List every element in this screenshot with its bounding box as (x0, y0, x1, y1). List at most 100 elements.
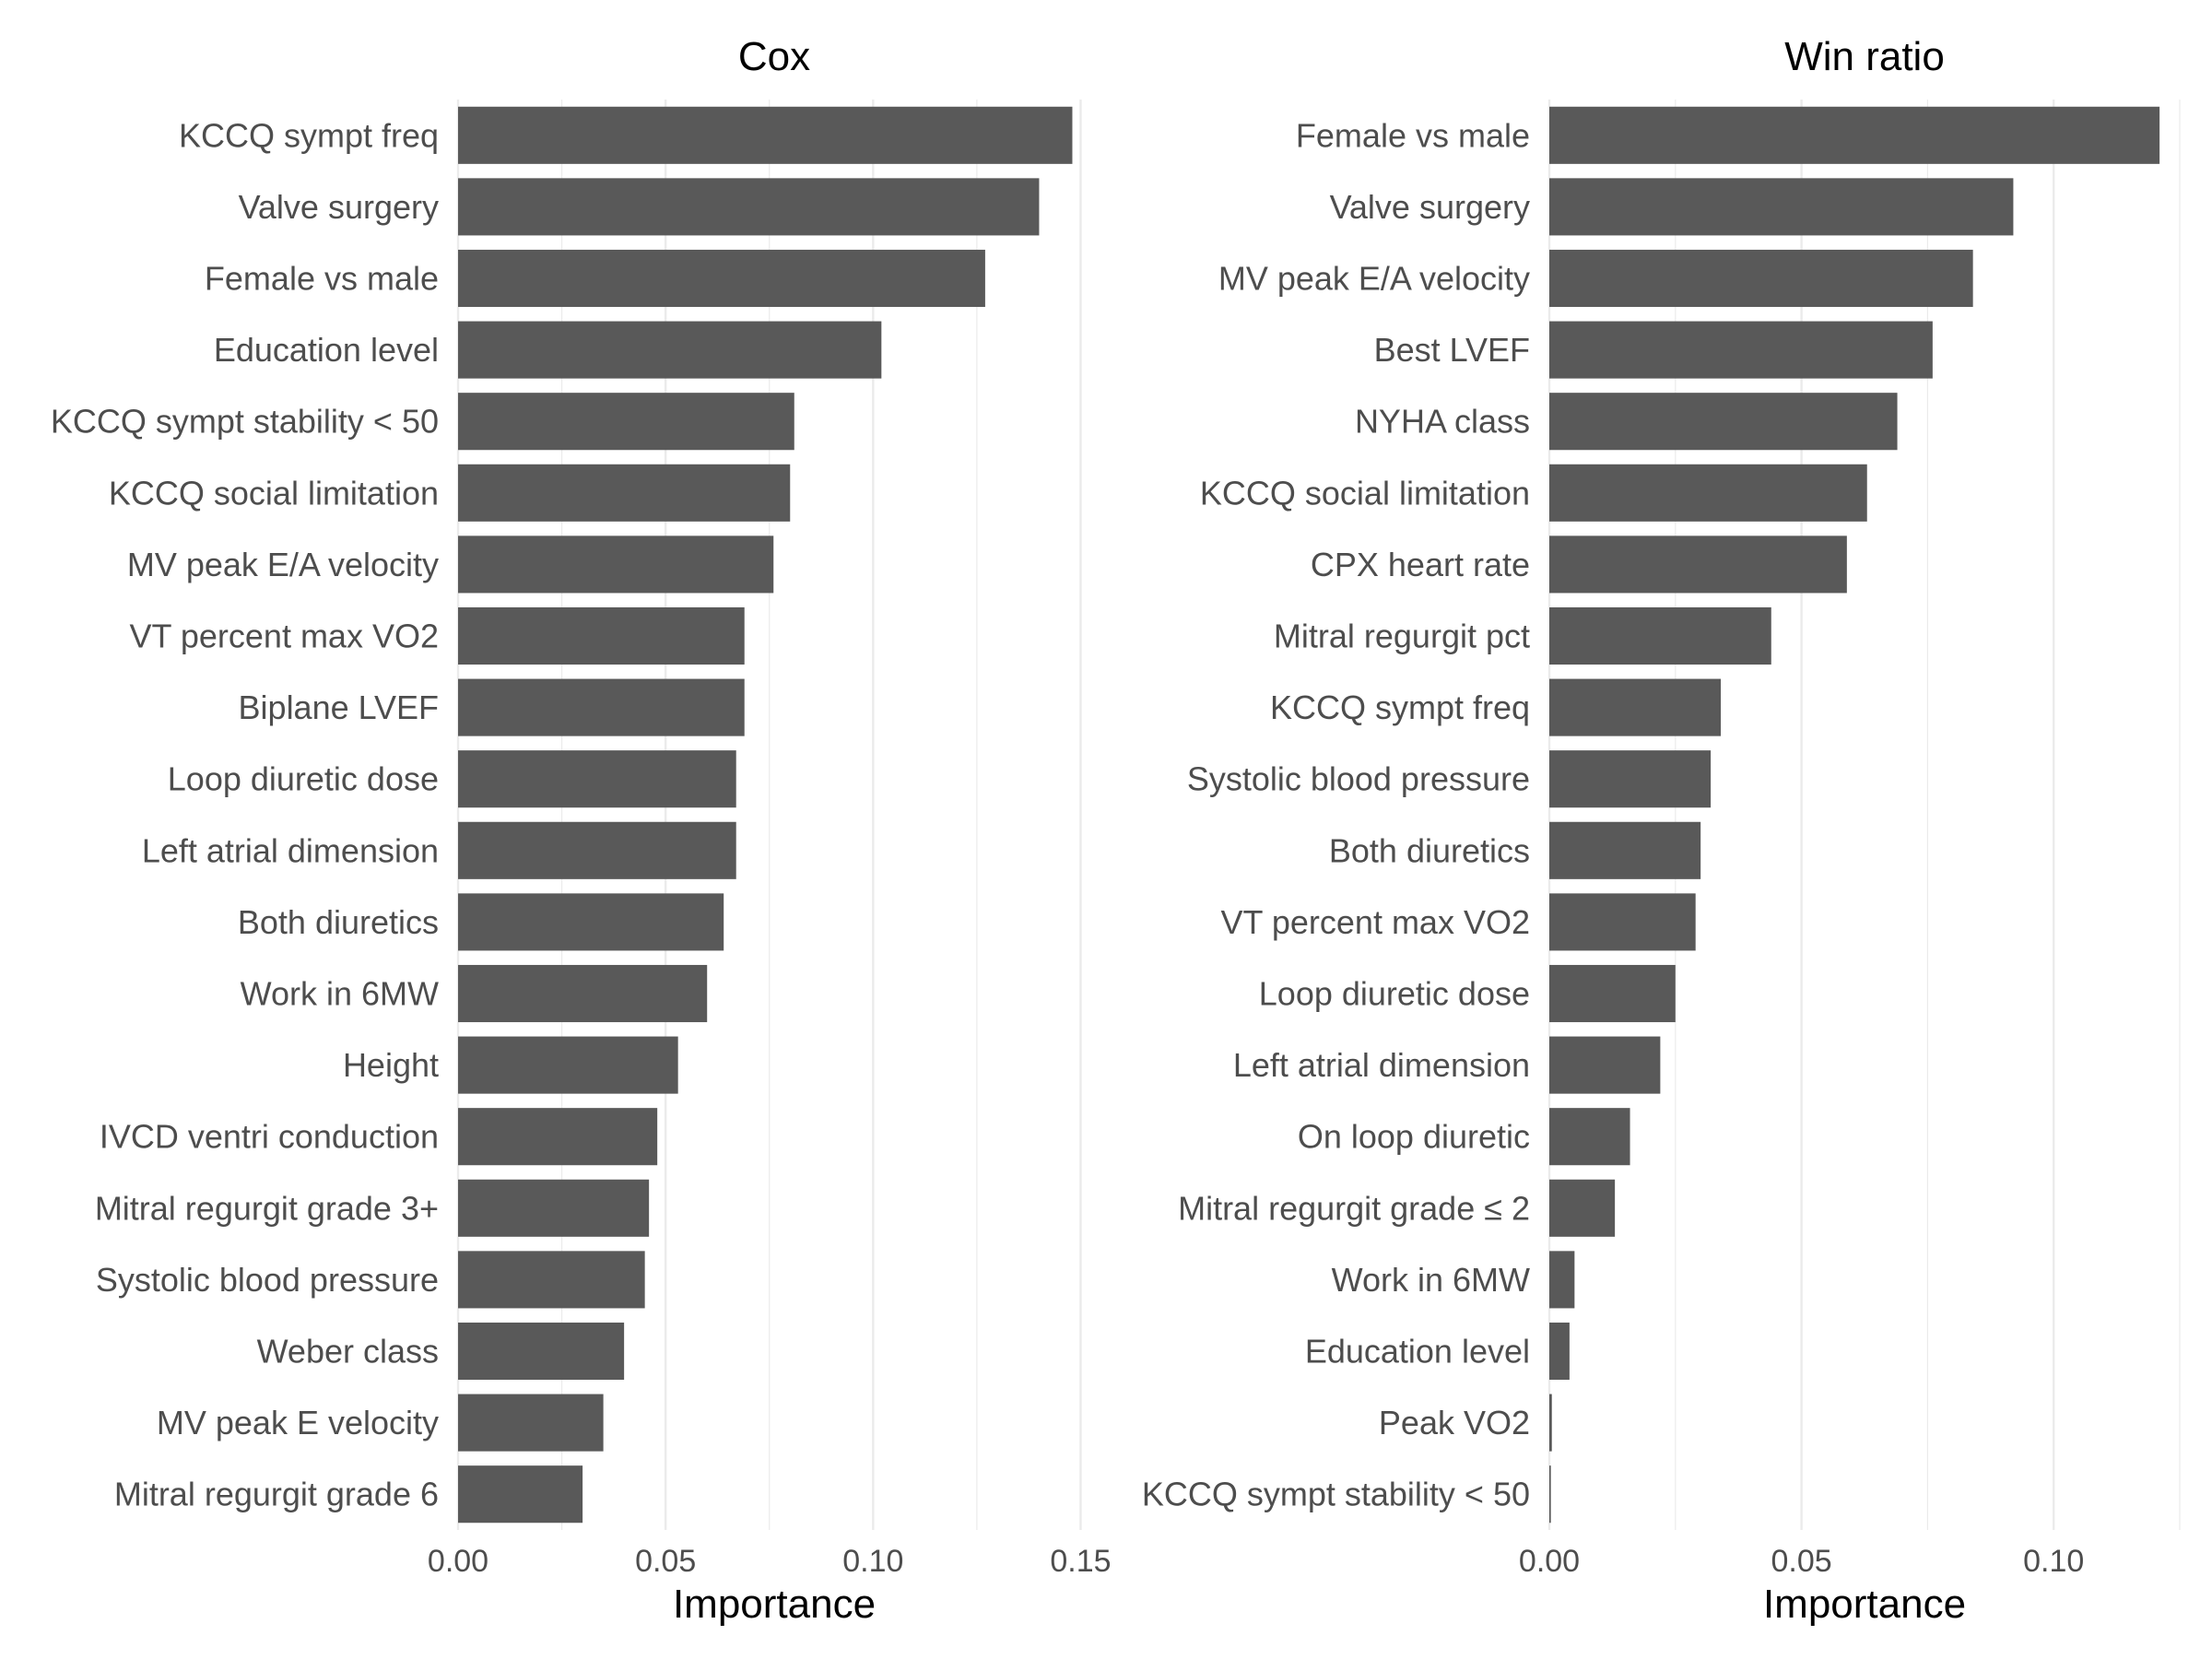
cox-category-label: VT percent max VO2 (130, 618, 439, 655)
cox-category-label: Work in 6MW (241, 975, 439, 1013)
win-ratio-bar-kccq-social-limitation (1549, 464, 1867, 522)
win-ratio-category-label: Education level (1305, 1333, 1530, 1371)
cox-panel-title: Cox (738, 34, 810, 79)
win-ratio-category-label: MV peak E/A velocity (1218, 260, 1530, 298)
cox-x-tick-label: 0.15 (1050, 1544, 1111, 1579)
cox-category-label: Both diuretics (238, 903, 439, 941)
win-ratio-x-tick-label: 0.00 (1519, 1544, 1580, 1579)
cox-bar-weber-class (458, 1322, 625, 1381)
win-ratio-bar-kccq-sympt-stability-50 (1549, 1465, 1551, 1524)
cox-category-label: Height (343, 1046, 439, 1084)
win-ratio-bar-peak-vo2 (1549, 1394, 1552, 1452)
cox-bar-ivcd-ventri-conduction (458, 1108, 658, 1166)
cox-bar-loop-diuretic-dose (458, 750, 736, 808)
cox-category-label: Valve surgery (239, 188, 439, 226)
cox-category-label: Weber class (257, 1333, 439, 1371)
win-ratio-bar-female-vs-male (1549, 106, 2160, 164)
win-ratio-category-label: Both diuretics (1329, 831, 1530, 869)
cox-category-label: Mitral regurgit grade 6 (114, 1476, 439, 1513)
win-ratio-bar-mitral-regurgit-grade-2 (1549, 1179, 1616, 1237)
win-ratio-bar-mv-peak-e-a-velocity (1549, 249, 1973, 308)
cox-x-tick-labels: 0.00 0.05 0.10 0.15 (428, 1544, 1112, 1579)
win-ratio-category-label: KCCQ sympt freq (1270, 688, 1530, 726)
win-ratio-category-label: Left atrial dimension (1233, 1046, 1530, 1084)
win-ratio-bar-work-in-6mw (1549, 1251, 1575, 1309)
cox-bar-mitral-regurgit-grade-6 (458, 1465, 583, 1524)
win-ratio-bar-valve-surgery (1549, 178, 2014, 236)
cox-bar-mv-peak-e-a-velocity (458, 535, 774, 594)
win-ratio-category-labels: Female vs male Valve surgery MV peak E/A v… (1142, 116, 1530, 1512)
cox-category-label: Education level (214, 331, 439, 369)
win-ratio-category-label: Valve surgery (1330, 188, 1530, 226)
win-ratio-category-label: KCCQ social limitation (1200, 474, 1530, 512)
win-ratio-bar-systolic-blood-pressure (1549, 750, 1712, 808)
cox-category-label: Mitral regurgit grade 3+ (95, 1189, 439, 1227)
cox-bar-both-diuretics (458, 893, 724, 951)
cox-category-label: MV peak E/A velocity (127, 546, 439, 583)
cox-category-label: MV peak E velocity (157, 1404, 439, 1441)
win-ratio-bar-nyha-class (1549, 393, 1898, 451)
cox-category-label: Female vs male (205, 260, 439, 298)
win-ratio-x-axis-title: Importance (1763, 1582, 1966, 1627)
cox-bar-valve-surgery (458, 178, 1040, 236)
win-ratio-category-label: Work in 6MW (1332, 1261, 1530, 1299)
cox-x-tick-label: 0.05 (635, 1544, 696, 1579)
cox-category-label: KCCQ social limitation (109, 474, 439, 512)
cox-bar-biplane-lvef (458, 678, 745, 736)
win-ratio-category-label: Mitral regurgit pct (1274, 618, 1530, 655)
win-ratio-bar-vt-percent-max-vo2 (1549, 893, 1696, 951)
win-ratio-category-label: Loop diuretic dose (1259, 975, 1530, 1013)
win-ratio-category-label: NYHA class (1355, 403, 1530, 441)
win-ratio-bar-kccq-sympt-freq (1549, 678, 1722, 736)
cox-bar-mv-peak-e-velocity (458, 1394, 604, 1452)
win-ratio-bar-on-loop-diuretic (1549, 1108, 1630, 1166)
win-ratio-category-label: On loop diuretic (1298, 1118, 1530, 1156)
win-ratio-category-label: Female vs male (1296, 116, 1530, 154)
win-ratio-category-label: VT percent max VO2 (1221, 903, 1530, 941)
cox-bar-kccq-sympt-stability-50 (458, 393, 794, 451)
cox-category-label: Systolic blood pressure (96, 1261, 439, 1299)
win-ratio-bar-mitral-regurgit-pct (1549, 606, 1771, 665)
win-ratio-bar-left-atrial-dimension (1549, 1036, 1661, 1094)
cox-category-label: KCCQ sympt stability < 50 (51, 403, 439, 441)
cox-bar-work-in-6mw (458, 964, 708, 1023)
win-ratio-bars (1549, 106, 2160, 1524)
win-ratio-bar-education-level (1549, 1322, 1570, 1381)
win-ratio-bar-both-diuretics (1549, 821, 1701, 879)
win-ratio-x-tick-label: 0.05 (1771, 1544, 1832, 1579)
win-ratio-x-tick-label: 0.10 (2023, 1544, 2084, 1579)
cox-bar-vt-percent-max-vo2 (458, 606, 745, 665)
win-ratio-category-label: Peak VO2 (1379, 1404, 1530, 1441)
cox-x-axis-title: Importance (673, 1582, 876, 1627)
cox-category-label: Biplane LVEF (239, 688, 439, 726)
cox-x-tick-label: 0.10 (842, 1544, 903, 1579)
win-ratio-x-tick-labels: 0.00 0.05 0.10 (1519, 1544, 2084, 1579)
win-ratio-category-label: Mitral regurgit grade ≤ 2 (1178, 1189, 1530, 1227)
cox-bar-height (458, 1036, 678, 1094)
cox-x-tick-label: 0.00 (428, 1544, 488, 1579)
cox-category-label: IVCD ventri conduction (100, 1118, 439, 1156)
win-ratio-bar-best-lvef (1549, 321, 1933, 379)
win-ratio-bar-cpx-heart-rate (1549, 535, 1847, 594)
cox-category-label: Loop diuretic dose (168, 760, 439, 798)
win-ratio-bar-loop-diuretic-dose (1549, 964, 1676, 1023)
cox-bar-left-atrial-dimension (458, 821, 736, 879)
cox-category-label: KCCQ sympt freq (179, 116, 439, 154)
cox-category-labels: KCCQ sympt freq Valve surgery Female vs ma… (51, 116, 439, 1512)
cox-bar-systolic-blood-pressure (458, 1251, 645, 1309)
cox-category-label: Left atrial dimension (142, 831, 439, 869)
cox-bar-female-vs-male (458, 249, 985, 308)
win-ratio-panel-title: Win ratio (1784, 34, 1945, 79)
cox-bar-mitral-regurgit-grade-3 (458, 1179, 650, 1237)
win-ratio-category-label: Systolic blood pressure (1187, 760, 1530, 798)
win-ratio-category-label: KCCQ sympt stability < 50 (1142, 1476, 1530, 1513)
win-ratio-category-label: CPX heart rate (1311, 546, 1530, 583)
win-ratio-category-label: Best LVEF (1374, 331, 1530, 369)
cox-bars (458, 106, 1073, 1524)
cox-bar-kccq-social-limitation (458, 464, 791, 522)
cox-panel: KCCQ sympt freq Valve surgery Female vs ma… (51, 34, 1112, 1627)
cox-bar-education-level (458, 321, 882, 379)
win-ratio-panel: Female vs male Valve surgery MV peak E/A v… (1142, 34, 2181, 1627)
cox-bar-kccq-sympt-freq (458, 106, 1073, 164)
